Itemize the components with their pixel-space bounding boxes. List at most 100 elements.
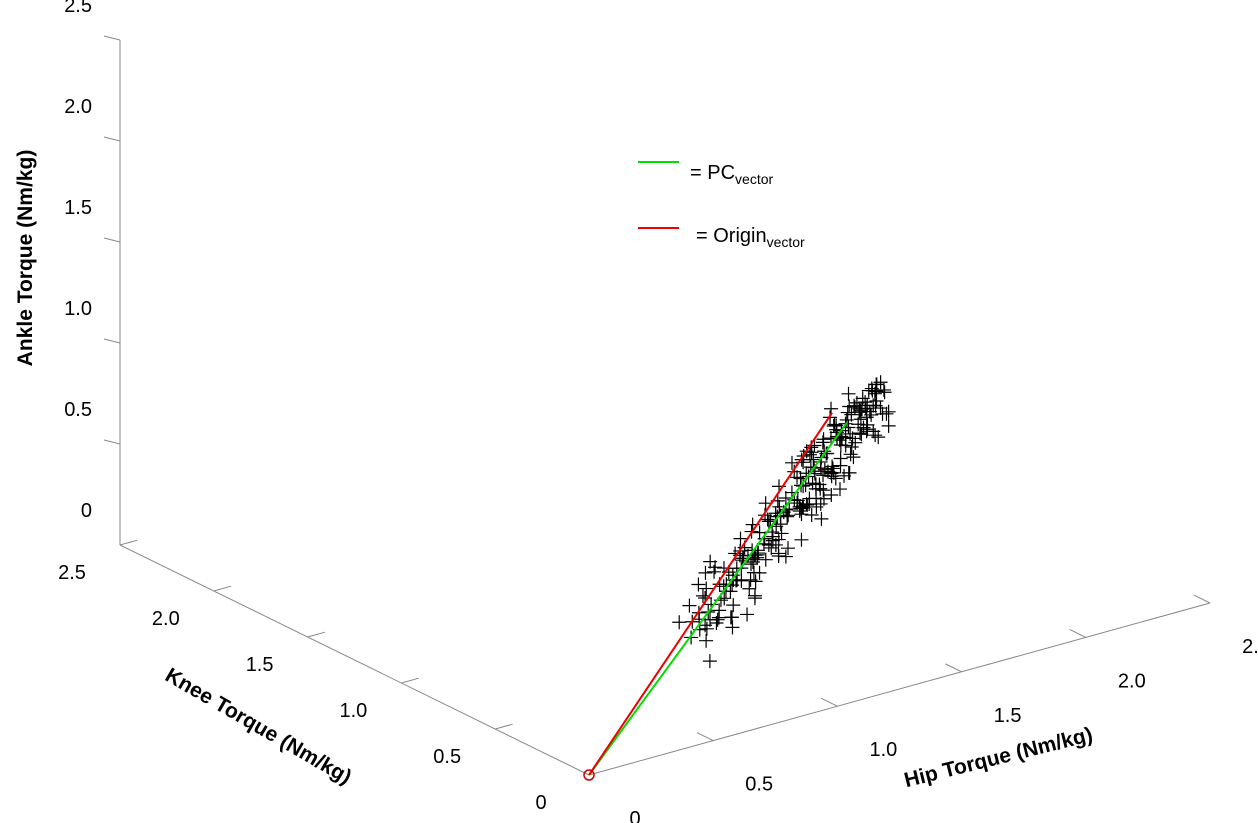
scatter-point <box>853 426 868 441</box>
scatter-point <box>708 560 723 575</box>
y-axis-title: Knee Torque (Nm/kg) <box>161 664 355 789</box>
scatter-point <box>816 483 831 498</box>
scatter-point <box>814 511 829 526</box>
scatter-point <box>771 532 786 547</box>
scatter-point <box>787 464 802 479</box>
scatter-point <box>826 465 841 480</box>
vector-lines <box>583 412 848 781</box>
scatter-point <box>747 591 762 606</box>
scatter-point <box>709 615 724 630</box>
scatter-point <box>802 447 817 462</box>
scatter-point <box>877 385 892 400</box>
scatter-point <box>794 532 809 547</box>
x-tick-mark <box>1069 629 1087 638</box>
y-tick-label: 0.5 <box>433 746 461 768</box>
scatter-point <box>871 430 886 445</box>
scatter-point <box>817 444 832 459</box>
scatter-point <box>881 418 896 433</box>
y-tick-mark <box>307 631 326 638</box>
scatter-points <box>672 375 896 669</box>
scatter-point <box>691 577 706 592</box>
z-tick-mark <box>103 338 121 344</box>
x-tick-label: 0 <box>629 808 640 823</box>
scatter-point <box>868 428 883 443</box>
scatter-point <box>862 404 877 419</box>
scatter-point <box>744 557 759 572</box>
axes <box>119 40 1211 776</box>
scatter-point <box>842 399 857 414</box>
x-tick-mark <box>1193 594 1211 604</box>
scatter-point <box>672 615 687 630</box>
scatter-point <box>846 450 861 465</box>
x-tick-label: 2.5 <box>1242 636 1258 658</box>
scatter-point <box>809 499 824 514</box>
scatter-point <box>699 621 714 636</box>
scatter-point <box>800 497 815 512</box>
scatter-point <box>781 541 796 556</box>
scatter-point <box>824 488 839 503</box>
scatter-point <box>832 482 847 497</box>
scatter-point <box>879 406 894 421</box>
x-tick-label: 0.5 <box>745 774 773 796</box>
scatter-point <box>841 465 856 480</box>
y-tick-label: 1.0 <box>339 700 367 722</box>
x-tick-label: 1.0 <box>869 739 897 761</box>
z-tick-label: 1.0 <box>64 298 92 320</box>
scatter-point <box>771 546 786 561</box>
x-axis-title: Hip Torque (Nm/kg) <box>902 723 1095 792</box>
y-tick-label: 2.0 <box>152 608 180 630</box>
scatter-point <box>802 491 817 506</box>
x-tick-label: 2.0 <box>1118 670 1146 692</box>
scatter-point <box>702 654 717 669</box>
scatter-point <box>873 401 888 416</box>
scatter-point <box>734 573 749 588</box>
scatter-point <box>758 552 773 567</box>
scatter-point <box>740 607 755 622</box>
scatter-point <box>817 462 832 477</box>
z-tick-mark <box>103 136 121 142</box>
y-tick-mark <box>401 677 419 684</box>
scatter-point <box>833 451 848 466</box>
pc-vector-line <box>588 422 848 776</box>
scatter-point <box>773 517 788 532</box>
scatter-point <box>841 386 856 401</box>
scatter-point <box>844 440 859 455</box>
z-axis-title: Ankle Torque (Nm/kg) <box>14 150 37 367</box>
scatter-point <box>856 420 871 435</box>
scatter-point <box>760 512 775 527</box>
scatter-point <box>805 476 820 491</box>
z-tick-label: 1.5 <box>64 197 92 219</box>
legend-origin-prefix: = Origin <box>696 225 767 247</box>
scatter-point <box>815 435 830 450</box>
scatter-point <box>742 581 757 596</box>
scatter-point <box>698 565 713 580</box>
scatter-point <box>860 417 875 432</box>
scatter-point <box>860 398 875 413</box>
z-tick-label: 0.5 <box>64 399 92 421</box>
scatter-point <box>808 477 823 492</box>
scatter-point <box>699 581 714 596</box>
scatter-point <box>838 438 853 453</box>
scatter-point <box>746 565 761 580</box>
scatter-point <box>844 407 859 422</box>
z-tick-label: 2.0 <box>64 96 92 118</box>
y-tick-mark <box>119 539 138 546</box>
y-tick-mark <box>213 585 232 592</box>
scatter-point <box>733 531 748 546</box>
scatter-point <box>724 610 739 625</box>
x-axis-line <box>588 602 1211 776</box>
legend-origin-subscript: vector <box>767 234 805 250</box>
scatter-point <box>695 588 710 603</box>
z-tick-mark <box>103 35 121 41</box>
scatter-point <box>790 470 805 485</box>
scatter-point <box>748 574 763 589</box>
y-tick-mark <box>495 723 513 730</box>
y-tick-label: 2.5 <box>58 562 86 584</box>
scatter-point <box>826 418 841 433</box>
x-tick-mark <box>945 663 962 673</box>
z-tick-mark <box>103 439 121 445</box>
legend: = PCvector = Originvector <box>638 161 805 250</box>
y-axis-line <box>119 544 590 776</box>
scatter-point <box>699 633 714 648</box>
